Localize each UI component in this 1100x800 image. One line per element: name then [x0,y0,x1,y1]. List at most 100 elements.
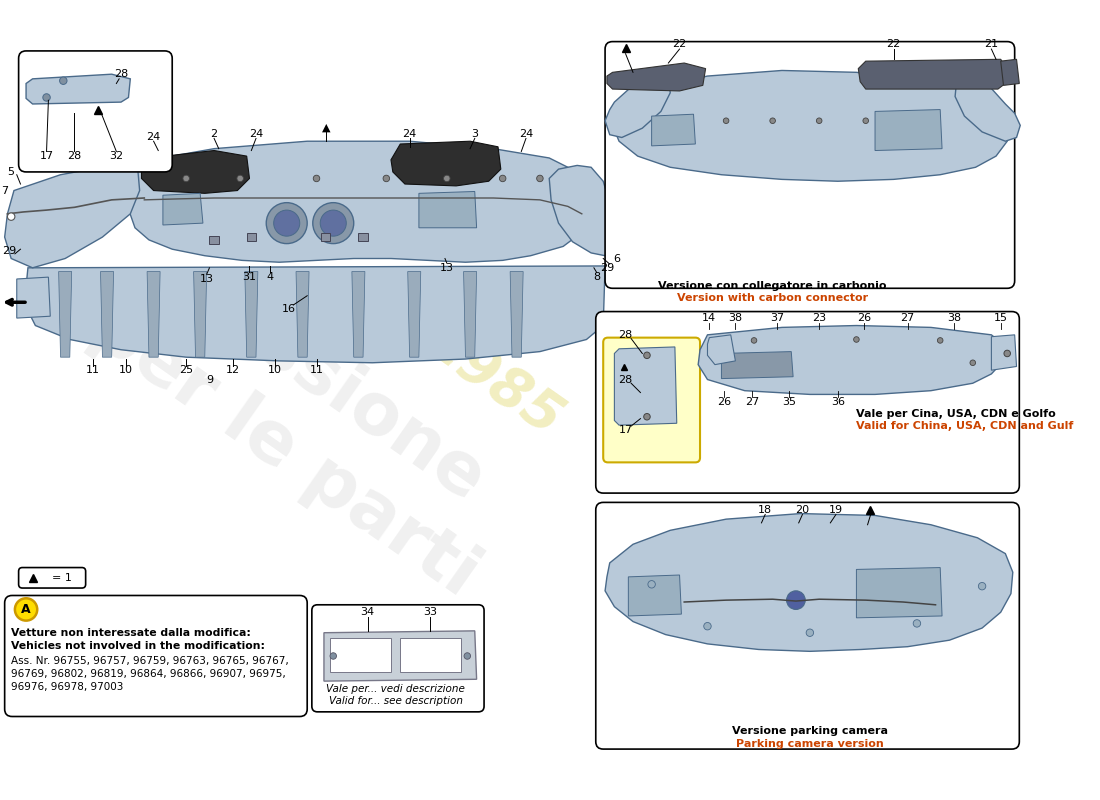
Bar [209,236,219,244]
Text: 11: 11 [86,366,100,375]
Polygon shape [16,277,51,318]
Circle shape [236,175,243,182]
Text: Vehicles not involved in the modification:: Vehicles not involved in the modificatio… [11,641,265,651]
Circle shape [43,94,51,101]
Text: Valid for... see description: Valid for... see description [329,696,463,706]
FancyBboxPatch shape [311,605,484,712]
FancyBboxPatch shape [4,595,307,717]
Text: 17: 17 [618,425,632,434]
Polygon shape [613,70,1010,182]
Text: 28: 28 [618,374,632,385]
Text: 13: 13 [440,263,454,273]
Text: 26: 26 [717,397,732,407]
Text: 8: 8 [593,272,601,282]
Text: 11: 11 [309,366,323,375]
Text: 17: 17 [40,151,54,161]
Circle shape [383,175,389,182]
Text: 10: 10 [119,366,133,375]
Polygon shape [4,166,140,268]
Circle shape [8,213,15,220]
Text: = 1: = 1 [52,573,72,582]
Circle shape [183,175,189,182]
Bar [330,638,390,672]
Text: 24: 24 [519,129,534,138]
Polygon shape [857,567,942,618]
Polygon shape [26,74,130,104]
Text: 27: 27 [901,313,915,323]
Text: 14: 14 [702,313,716,323]
Text: 24: 24 [403,129,417,138]
Text: 9: 9 [206,374,213,385]
Circle shape [648,581,656,588]
FancyBboxPatch shape [596,311,1020,493]
FancyBboxPatch shape [605,42,1014,288]
Circle shape [724,118,729,123]
Polygon shape [510,271,524,357]
Text: 24: 24 [146,131,161,142]
Circle shape [59,77,67,85]
Text: 31: 31 [242,272,256,282]
Text: ▲: ▲ [321,122,330,132]
Text: 38: 38 [947,313,961,323]
Polygon shape [323,631,476,681]
Polygon shape [651,114,695,146]
Circle shape [274,210,299,236]
Text: 20: 20 [795,505,810,515]
Polygon shape [607,63,705,91]
Circle shape [913,620,921,627]
Polygon shape [245,271,257,357]
Text: 35: 35 [782,397,796,407]
Text: 5: 5 [8,167,14,177]
Text: 4: 4 [266,272,274,282]
FancyBboxPatch shape [19,567,86,588]
Text: 6: 6 [614,254,620,263]
Bar [359,234,367,241]
Circle shape [330,653,337,659]
Text: 29: 29 [2,246,16,256]
Circle shape [644,414,650,420]
Polygon shape [352,271,365,357]
Polygon shape [129,142,591,262]
Polygon shape [463,271,476,357]
Circle shape [1004,350,1011,357]
Polygon shape [296,271,309,357]
Text: 28: 28 [114,69,128,79]
Circle shape [314,175,320,182]
Polygon shape [698,326,1005,394]
Text: Versione con collegatore in carbonio: Versione con collegatore in carbonio [659,281,887,290]
Text: Vetture non interessate dalla modifica:: Vetture non interessate dalla modifica: [11,628,251,638]
Text: 27: 27 [745,397,759,407]
Text: 7: 7 [1,186,8,195]
Text: 16: 16 [282,304,296,314]
Circle shape [937,338,943,343]
Text: 34: 34 [361,607,375,618]
Text: Version with carbon connector: Version with carbon connector [678,293,868,302]
Text: 96769, 96802, 96819, 96864, 96866, 96907, 96975,: 96769, 96802, 96819, 96864, 96866, 96907… [11,669,286,679]
Text: Ass. Nr. 96755, 96757, 96759, 96763, 96765, 96767,: Ass. Nr. 96755, 96757, 96759, 96763, 967… [11,656,289,666]
Circle shape [499,175,506,182]
Circle shape [537,175,543,182]
Polygon shape [1001,59,1020,86]
Text: A: A [21,603,31,616]
Polygon shape [147,271,161,357]
Circle shape [770,118,776,123]
Polygon shape [100,271,113,357]
Polygon shape [991,335,1016,370]
Circle shape [816,118,822,123]
Circle shape [15,598,37,621]
Circle shape [786,591,805,610]
Polygon shape [142,150,250,194]
Text: Vale per... vedi descrizione: Vale per... vedi descrizione [327,683,465,694]
Text: 2: 2 [210,129,218,138]
Bar [246,234,256,241]
Polygon shape [628,575,681,616]
Polygon shape [874,110,942,150]
Circle shape [806,629,814,637]
Text: 37: 37 [770,313,784,323]
Text: 12: 12 [226,366,240,375]
Text: 25: 25 [179,366,194,375]
Polygon shape [390,142,501,186]
FancyBboxPatch shape [596,502,1020,749]
Text: 13: 13 [200,274,213,284]
Polygon shape [955,76,1021,142]
